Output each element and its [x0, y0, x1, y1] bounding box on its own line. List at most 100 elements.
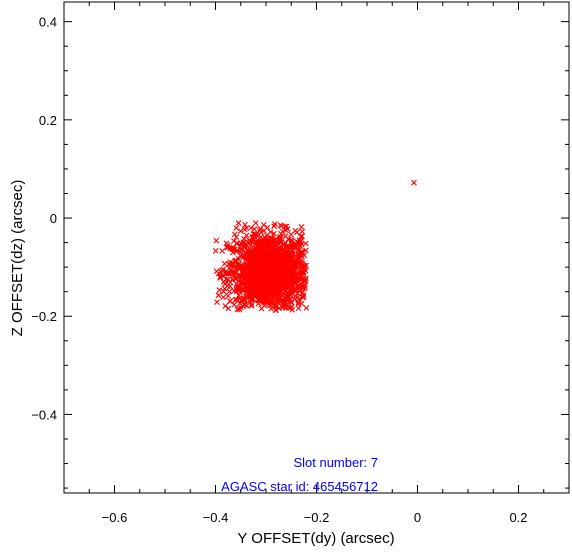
data-point — [256, 290, 263, 297]
data-point — [268, 281, 275, 288]
data-point — [217, 274, 224, 281]
data-point — [249, 239, 256, 245]
data-point — [260, 272, 267, 279]
data-point — [227, 298, 233, 304]
y-tick-label: 0.2 — [39, 113, 57, 128]
data-point — [243, 262, 250, 269]
data-point — [257, 261, 264, 268]
data-point — [299, 289, 306, 296]
data-point — [229, 276, 236, 283]
data-point — [243, 232, 250, 239]
data-point — [235, 305, 242, 312]
data-point — [279, 247, 286, 253]
data-point — [294, 242, 301, 249]
data-point — [229, 270, 236, 277]
data-point — [253, 231, 260, 238]
data-point — [248, 301, 255, 308]
data-point — [231, 231, 238, 238]
data-point — [293, 275, 300, 282]
data-point — [251, 231, 258, 238]
data-point — [242, 221, 248, 228]
data-point — [263, 240, 270, 247]
data-point — [222, 303, 229, 309]
data-point — [220, 294, 227, 301]
data-point — [260, 221, 267, 228]
data-point — [230, 238, 237, 244]
data-point — [237, 242, 244, 249]
data-point — [249, 286, 256, 293]
data-point — [240, 254, 247, 261]
data-point — [252, 220, 259, 226]
data-point — [238, 297, 245, 304]
x-tick-label: −0.4 — [203, 510, 229, 525]
data-point — [277, 234, 283, 240]
data-point — [254, 260, 261, 267]
data-point — [216, 287, 223, 293]
data-point — [285, 258, 291, 265]
data-point — [300, 294, 307, 300]
data-point — [229, 245, 236, 252]
data-point — [252, 279, 258, 286]
data-point — [243, 293, 250, 299]
data-point — [285, 293, 291, 300]
data-point — [303, 262, 309, 269]
x-axis-title: Y OFFSET(dy) (arcsec) — [237, 530, 394, 547]
data-point — [248, 246, 255, 253]
data-point — [288, 243, 295, 250]
data-point — [213, 268, 220, 275]
data-point — [243, 269, 250, 276]
data-point — [241, 244, 248, 250]
data-point — [281, 241, 288, 248]
data-point — [295, 296, 302, 302]
y-tick-label: 0 — [50, 211, 57, 226]
data-point — [223, 240, 230, 247]
data-point — [224, 244, 231, 251]
data-points — [212, 179, 417, 314]
data-point — [288, 237, 295, 243]
data-point — [293, 286, 299, 293]
data-point — [282, 275, 289, 282]
data-point — [286, 252, 293, 259]
x-tick-label: −0.2 — [304, 510, 330, 525]
x-tick-label: −0.6 — [102, 510, 128, 525]
data-point — [221, 260, 228, 267]
data-point — [246, 293, 253, 300]
y-tick-label: −0.4 — [31, 407, 57, 422]
data-point — [218, 269, 225, 276]
data-point — [241, 273, 248, 280]
data-point — [220, 288, 227, 295]
data-point — [269, 294, 276, 301]
data-point — [219, 248, 226, 254]
data-point — [278, 259, 285, 266]
x-tick-label: 0.2 — [509, 510, 527, 525]
data-point — [298, 224, 305, 230]
data-point — [282, 227, 289, 233]
data-point — [276, 292, 283, 299]
data-point — [264, 265, 271, 271]
data-point — [220, 266, 227, 273]
data-point — [299, 228, 306, 235]
data-point — [284, 283, 291, 290]
data-point — [255, 297, 262, 304]
data-point — [215, 292, 222, 299]
data-point — [236, 266, 243, 273]
data-point — [286, 296, 293, 302]
data-point — [213, 237, 220, 244]
data-point — [302, 283, 308, 290]
data-point — [240, 303, 247, 310]
data-point — [248, 224, 254, 231]
data-point — [263, 238, 270, 245]
data-point — [277, 298, 283, 305]
data-point — [295, 301, 301, 307]
data-point — [235, 256, 242, 262]
data-point — [277, 235, 284, 242]
data-point — [279, 266, 286, 273]
data-point — [274, 269, 280, 276]
data-point — [271, 230, 277, 237]
data-point — [272, 221, 278, 227]
data-point — [300, 275, 307, 282]
data-point — [286, 269, 293, 276]
plot-frame — [63, 1, 570, 494]
data-point — [284, 245, 291, 252]
data-point — [298, 250, 305, 257]
